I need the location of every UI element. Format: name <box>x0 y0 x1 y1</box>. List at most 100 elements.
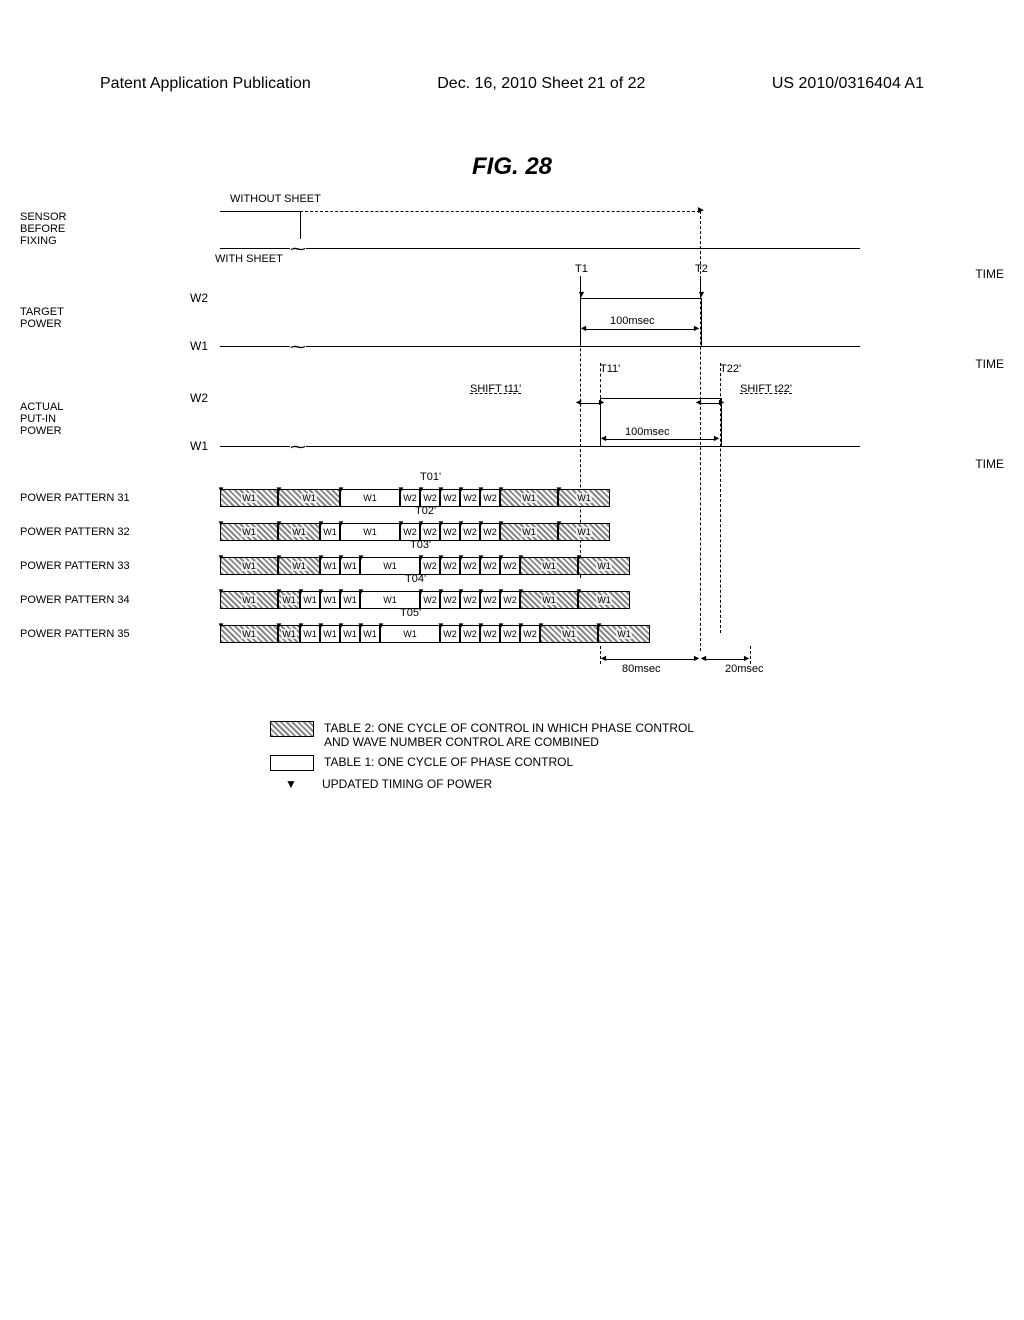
pattern-segment: W1 <box>380 625 440 643</box>
pattern-segment: W1 <box>558 523 610 541</box>
pattern-segment: W1 <box>278 557 320 575</box>
segment-text: W1 <box>576 527 592 537</box>
sensor-baseline <box>220 248 860 249</box>
chart-area: SENSOR BEFORE FIXING WITHOUT SHEET ► ⁓ W… <box>160 201 964 681</box>
header-right: US 2010/0316404 A1 <box>772 75 924 93</box>
actual-baseline <box>220 446 860 447</box>
actual-duration-arrow <box>605 439 715 440</box>
segment-text: W1 <box>382 595 398 605</box>
t22-label: T22' <box>720 363 741 375</box>
target-power-label: TARGET POWER <box>20 306 150 330</box>
pattern-segment: W1 <box>220 591 278 609</box>
legend-row-phase: TABLE 1: ONE CYCLE OF PHASE CONTROL <box>270 755 1024 771</box>
pattern-segment: W1 <box>220 557 278 575</box>
segment-text: W1 <box>301 493 317 503</box>
dim-vline-b <box>750 646 751 664</box>
t1-label: T1 <box>575 263 588 275</box>
actual-w2-tick: W2 <box>190 391 208 405</box>
break-mark-3: ⁓ <box>290 437 306 457</box>
time-label-1: TIME <box>975 267 1004 281</box>
legend-combined-text: TABLE 2: ONE CYCLE OF CONTROL IN WHICH P… <box>324 721 694 749</box>
dim-20-arrow <box>705 659 745 660</box>
legend-phase-text: TABLE 1: ONE CYCLE OF PHASE CONTROL <box>324 755 573 769</box>
pattern-row: POWER PATTERN 35T05'W1W1W1W1W1W1W1W2W2W2… <box>160 622 964 646</box>
legend-swatch-phase <box>270 755 314 771</box>
legend-row-combined: TABLE 2: ONE CYCLE OF CONTROL IN WHICH P… <box>270 721 1024 749</box>
shift-t22-arrow <box>700 403 720 404</box>
target-duration-arrow <box>585 329 695 330</box>
dim-80-arrow <box>605 659 695 660</box>
dim-80-label: 80msec <box>622 663 661 675</box>
pattern-row: POWER PATTERN 33T03'W1W1W1W1W1W2W2W2W2W2… <box>160 554 964 578</box>
segment-text: W1 <box>521 527 537 537</box>
pattern-segment: W1 <box>500 489 558 507</box>
legend-marker-icon: ▼ <box>270 777 312 791</box>
t2-label: T2 <box>695 263 708 275</box>
actual-w1-tick: W1 <box>190 439 208 453</box>
pattern-segment: W1 <box>220 489 278 507</box>
actual-power-label: ACTUAL PUT-IN POWER <box>20 401 150 437</box>
target-w2-tick: W2 <box>190 291 208 305</box>
legend-swatch-combined <box>270 721 314 737</box>
segment-text: W1 <box>596 595 612 605</box>
actual-duration-label: 100msec <box>625 426 670 438</box>
pattern-segment: W1 <box>578 557 630 575</box>
without-sheet-label: WITHOUT SHEET <box>230 193 321 205</box>
legend: TABLE 2: ONE CYCLE OF CONTROL IN WHICH P… <box>270 721 1024 791</box>
segment-text: W1 <box>596 561 612 571</box>
pattern-track: T04'W1W1W1W1W1W1W2W2W2W2W2W1W1 <box>220 591 630 609</box>
actual-power-block: ACTUAL PUT-IN POWER W2 W1 ⁓ T11' T22' SH… <box>160 391 964 461</box>
segment-text: W1 <box>362 493 378 503</box>
arrowdown-icon-2: ▼ <box>697 289 706 299</box>
pattern-row: POWER PATTERN 32T02'W1W1W1W1W2W2W2W2W2W1… <box>160 520 964 544</box>
segment-text: W1 <box>616 629 632 639</box>
header-left: Patent Application Publication <box>100 75 311 93</box>
t11-label: T11' <box>600 363 620 375</box>
shift-t11-arrow <box>580 403 600 404</box>
vline-t11 <box>600 363 601 398</box>
header-center: Dec. 16, 2010 Sheet 21 of 22 <box>437 75 645 93</box>
segment-text: W1 <box>541 595 557 605</box>
pattern-label: POWER PATTERN 32 <box>20 526 150 538</box>
pattern-label: POWER PATTERN 34 <box>20 594 150 606</box>
segment-text: W1 <box>281 629 297 639</box>
segment-text: W1 <box>521 493 537 503</box>
pattern-segment: W1 <box>278 523 320 541</box>
segment-text: W1 <box>541 561 557 571</box>
pattern-track: T05'W1W1W1W1W1W1W1W2W2W2W2W2W1W1 <box>220 625 650 643</box>
pattern-segment: W1 <box>558 489 610 507</box>
segment-text: W1 <box>281 595 297 605</box>
pattern-segment: W1 <box>220 625 278 643</box>
break-mark-1: ⁓ <box>290 239 306 259</box>
pattern-segment: W1 <box>220 523 278 541</box>
pattern-segment: W1 <box>278 489 340 507</box>
segment-text: W1 <box>576 493 592 503</box>
pattern-label: POWER PATTERN 33 <box>20 560 150 572</box>
target-duration-label: 100msec <box>610 315 655 327</box>
pattern-row: POWER PATTERN 31T01'W1W1W1W2W2W2W2W2W1W1 <box>160 486 964 510</box>
sensor-dashed-line <box>300 211 700 212</box>
sensor-block: SENSOR BEFORE FIXING WITHOUT SHEET ► ⁓ W… <box>160 201 964 271</box>
break-mark-2: ⁓ <box>290 337 306 357</box>
time-label-2: TIME <box>975 357 1004 371</box>
segment-text: W1 <box>241 629 257 639</box>
pattern-segment: W1 <box>540 625 598 643</box>
segment-text: W1 <box>561 629 577 639</box>
pattern-segment: W1 <box>340 489 400 507</box>
pattern-segment: W1 <box>500 523 558 541</box>
dim-20-label: 20msec <box>725 663 764 675</box>
sensor-label: SENSOR BEFORE FIXING <box>20 211 150 247</box>
pattern-segment: W1 <box>598 625 650 643</box>
pattern-label: POWER PATTERN 31 <box>20 492 150 504</box>
pattern-label: POWER PATTERN 35 <box>20 628 150 640</box>
bottom-dims: 80msec 20msec <box>160 651 964 681</box>
segment-text: W1 <box>402 629 418 639</box>
sensor-high-line <box>220 211 300 212</box>
segment-text: W1 <box>291 561 307 571</box>
segment-text: W1 <box>241 527 257 537</box>
pattern-segment: W1 <box>520 591 578 609</box>
target-baseline <box>220 346 860 347</box>
arrowdown-icon-1: ▼ <box>577 289 586 299</box>
segment-text: W1 <box>241 493 257 503</box>
shift-t11-label: SHIFT t11' <box>470 383 521 395</box>
